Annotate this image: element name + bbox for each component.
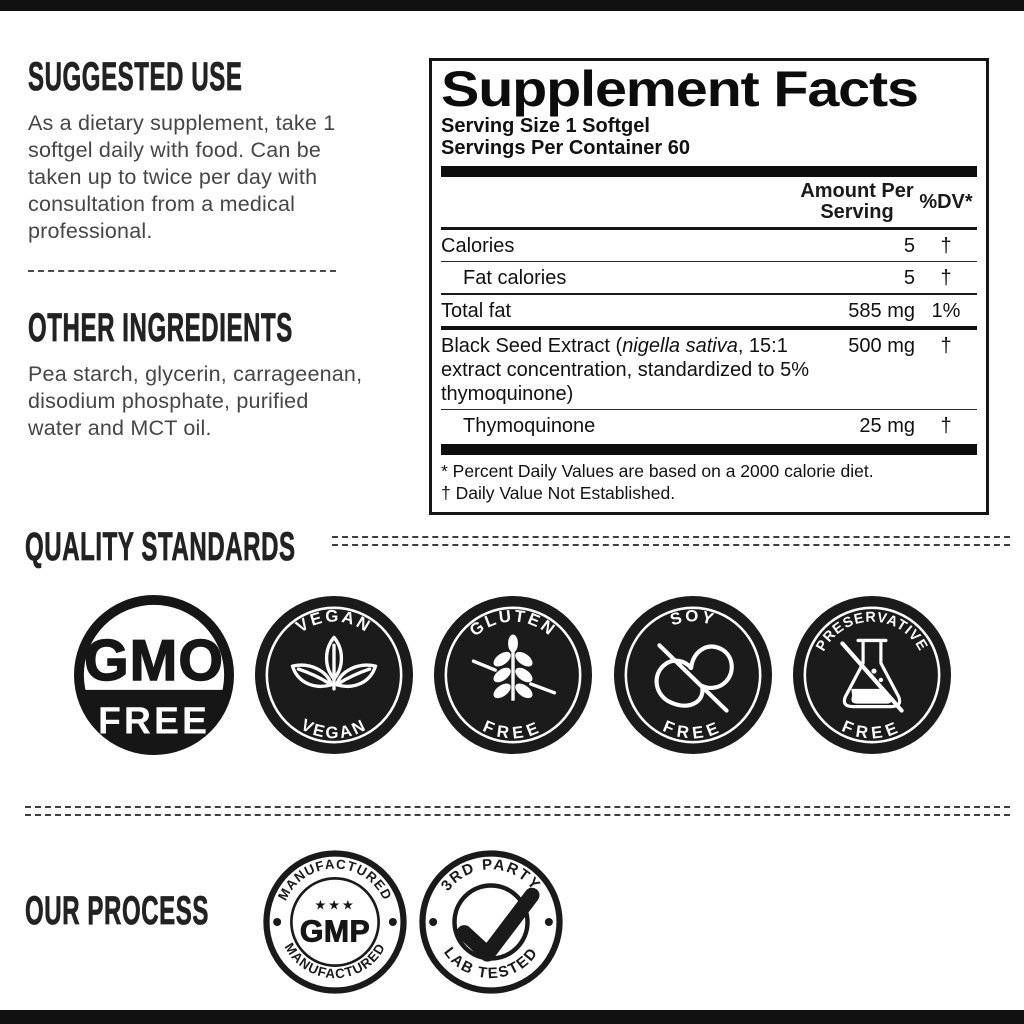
gmp-manufactured-badge: MANUFACTURED MANUFACTURED ★★★ GMP bbox=[263, 850, 407, 994]
row-name: Total fat bbox=[441, 300, 512, 322]
third-party-lab-tested-badge: 3RD PARTY LAB TESTED bbox=[419, 850, 563, 994]
double-dashed-divider bbox=[25, 806, 1010, 816]
name-latin: nigella sativa bbox=[622, 335, 738, 357]
amount-header-line1: Amount Per bbox=[800, 180, 914, 202]
row-amount: 5 bbox=[903, 235, 915, 257]
preservative-free-badge: PRESERVATIVE FREE bbox=[792, 595, 952, 755]
name-prefix: Black Seed Extract ( bbox=[441, 335, 623, 357]
svg-text:SOY: SOY bbox=[667, 607, 717, 630]
badge-inner-ring bbox=[290, 877, 380, 967]
row-name: Fat calories bbox=[463, 267, 567, 289]
serving-size: Serving Size 1 Softgel bbox=[441, 115, 650, 137]
badge-inner-ring bbox=[803, 606, 941, 744]
badge-inner-ring bbox=[265, 606, 402, 744]
leaf-sprout-icon bbox=[290, 635, 377, 691]
badge-outer-ring bbox=[419, 850, 563, 994]
our-process-title: OUR PROCESS bbox=[25, 889, 209, 933]
row-amount: 25 mg bbox=[859, 415, 915, 437]
footnote-percent-dv: * Percent Daily Values are based on a 20… bbox=[441, 461, 874, 481]
double-dashed-line bbox=[332, 536, 1010, 546]
row-dv: † bbox=[940, 235, 952, 257]
badge-top-label: SOY bbox=[667, 607, 715, 630]
vegan-badge: VEGAN VEGAN bbox=[254, 595, 413, 755]
row-dv: 1% bbox=[931, 300, 961, 322]
process-badges-row: MANUFACTURED MANUFACTURED ★★★ GMP 3RD PA… bbox=[262, 849, 564, 995]
dv-header: %DV* bbox=[919, 190, 973, 213]
supplement-facts-panel: Supplement Facts Serving Size 1 Softgel … bbox=[429, 58, 989, 515]
badge-top-label: GMO bbox=[84, 629, 224, 693]
row-name: Thymoquinone bbox=[463, 415, 596, 437]
row-dv: † bbox=[940, 415, 952, 437]
supplement-facts-title: Supplement Facts bbox=[441, 61, 919, 117]
row-name: Black Seed Extract (nigella sativa, 15:1… bbox=[441, 334, 823, 406]
row-amount: 500 mg bbox=[848, 335, 915, 357]
badge-center-label: GMP bbox=[300, 916, 370, 949]
quality-standards-title: QUALITY STANDARDS bbox=[25, 525, 296, 569]
wheat-crossed-icon bbox=[471, 634, 557, 701]
amount-header-line2: Serving bbox=[820, 201, 894, 223]
amount-per-serving-header: Amount Per Serving bbox=[799, 181, 915, 223]
name-suffix: , 15:1 extract concentration, standardiz… bbox=[441, 335, 809, 405]
row-name: Calories bbox=[441, 235, 515, 257]
right-dot bbox=[388, 917, 397, 927]
top-black-bar bbox=[0, 0, 1024, 11]
suggested-use-title: SUGGESTED USE bbox=[28, 55, 243, 99]
row-amount: 5 bbox=[903, 267, 915, 289]
checkmark-icon bbox=[456, 887, 540, 962]
right-dot bbox=[544, 917, 553, 927]
table-row-total-fat: Total fat 585 mg 1% bbox=[441, 293, 977, 326]
table-row-fat-calories: Fat calories 5 † bbox=[441, 261, 977, 293]
soy-free-badge: SOY FREE bbox=[613, 595, 772, 755]
row-amount: 585 mg bbox=[848, 300, 915, 322]
badge-outer-ring bbox=[263, 850, 407, 994]
other-ingredients-body: Pea starch, glycerin, carrageenan, disod… bbox=[28, 362, 363, 440]
row-dv: † bbox=[940, 335, 952, 357]
bottom-black-bar bbox=[0, 1010, 1024, 1024]
thick-rule bbox=[441, 444, 977, 455]
stars-icon: ★★★ bbox=[314, 898, 355, 913]
badge-disc bbox=[613, 595, 772, 755]
quality-badges-row: GMO FREE VEGAN VEGAN bbox=[73, 594, 953, 756]
badge-bottom-label: FREE bbox=[98, 699, 210, 741]
badge-inner-ring bbox=[444, 606, 582, 744]
dashed-divider bbox=[28, 270, 336, 272]
footnote-daily-value: † Daily Value Not Established. bbox=[441, 483, 676, 503]
servings-per-container: Servings Per Container 60 bbox=[441, 137, 690, 159]
facts-header-row: Amount Per Serving %DV* bbox=[441, 177, 977, 230]
thick-rule bbox=[441, 166, 977, 177]
other-ingredients-title: OTHER INGREDIENTS bbox=[28, 306, 293, 350]
badge-inner-ring bbox=[624, 606, 761, 744]
table-row-thymoquinone: Thymoquinone 25 mg † bbox=[441, 409, 977, 441]
flask-crossed-icon bbox=[840, 638, 904, 713]
row-dv: † bbox=[940, 267, 952, 289]
table-row-black-seed-extract: Black Seed Extract (nigella sativa, 15:1… bbox=[441, 326, 977, 409]
left-dot bbox=[273, 917, 282, 927]
table-row-calories: Calories 5 † bbox=[441, 230, 977, 261]
suggested-use-body: As a dietary supplement, take 1 softgel … bbox=[28, 111, 336, 243]
badge-bottom-segment bbox=[84, 689, 224, 755]
left-column: SUGGESTED USE As a dietary supplement, t… bbox=[28, 57, 373, 442]
soybean-crossed-icon bbox=[654, 643, 734, 713]
gluten-free-badge: GLUTEN FREE bbox=[433, 595, 593, 755]
left-dot bbox=[429, 917, 438, 927]
gmo-free-badge: GMO FREE bbox=[73, 594, 235, 756]
